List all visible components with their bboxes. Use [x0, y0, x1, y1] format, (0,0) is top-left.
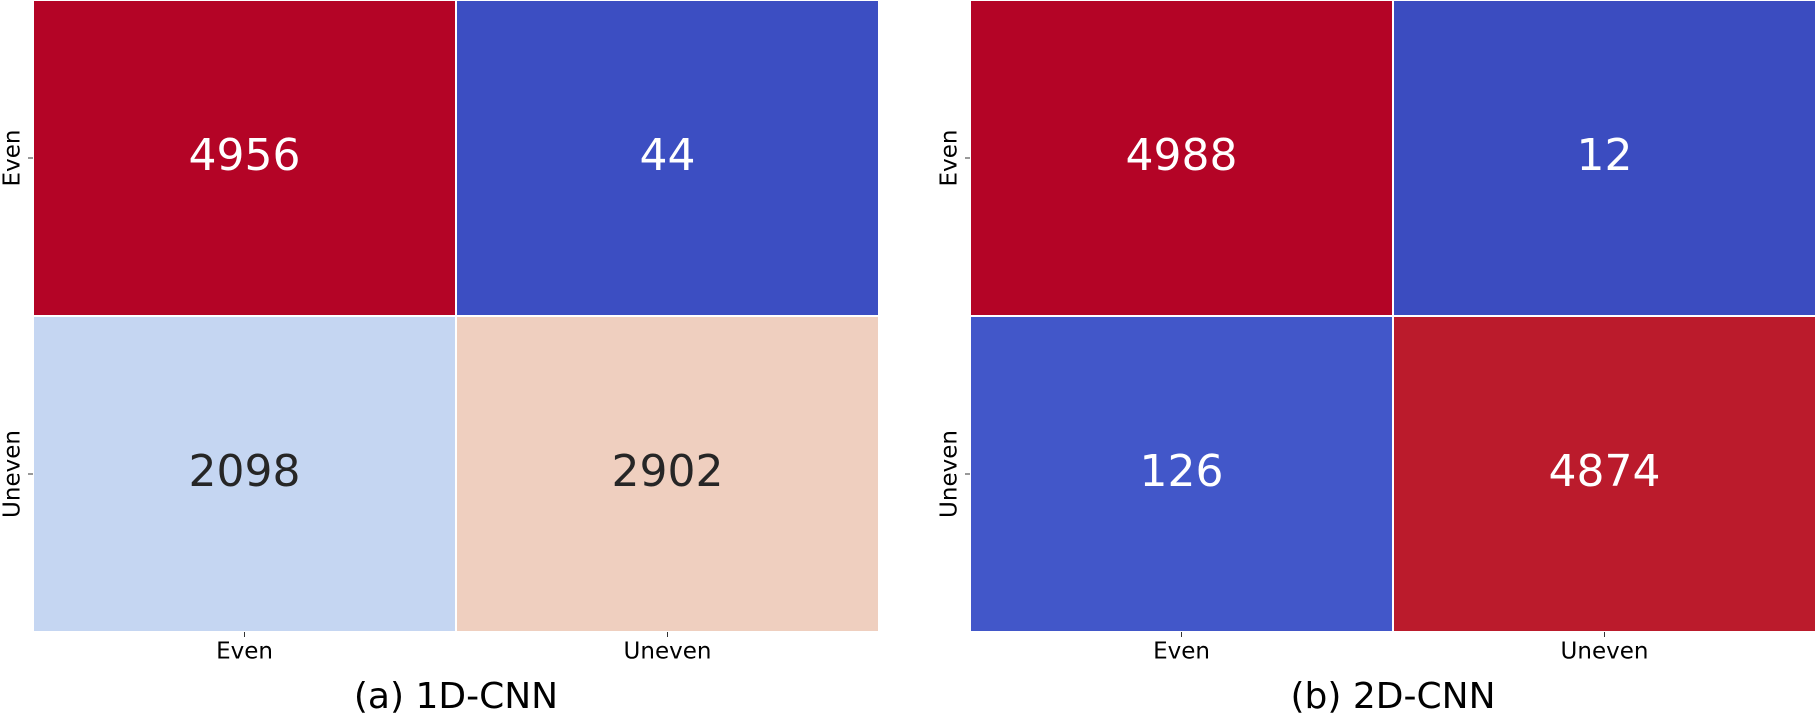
heatmap-cell	[1392, 315, 1817, 633]
cell-value-label: 4874	[1549, 446, 1661, 497]
cell-value-label: 12	[1577, 130, 1633, 181]
x-tick-label: Even	[1153, 639, 1210, 665]
y-tick-label: Even	[937, 130, 963, 187]
chart-title: (b) 2D-CNN	[1291, 676, 1496, 717]
cell-value-label: 2902	[612, 446, 724, 497]
x-tick-label: Uneven	[624, 639, 712, 665]
cell-value-label: 4988	[1126, 130, 1238, 181]
cell-value-label: 44	[640, 130, 696, 181]
y-tick-label: Uneven	[937, 430, 963, 518]
heatmap-cell	[1392, 0, 1817, 317]
heatmap-cell	[455, 315, 880, 633]
cell-value-label: 2098	[189, 446, 301, 497]
cell-value-label: 126	[1140, 446, 1224, 497]
cell-value-label: 4956	[189, 130, 301, 181]
x-tick-label: Even	[216, 639, 273, 665]
x-tick-label: Uneven	[1561, 639, 1649, 665]
chart-title: (a) 1D-CNN	[354, 676, 558, 717]
y-tick-label: Even	[0, 130, 26, 187]
y-tick-label: Uneven	[0, 430, 26, 518]
heatmap-cell	[32, 0, 457, 317]
heatmap-cell	[969, 315, 1394, 633]
heatmap-cell	[455, 0, 880, 317]
